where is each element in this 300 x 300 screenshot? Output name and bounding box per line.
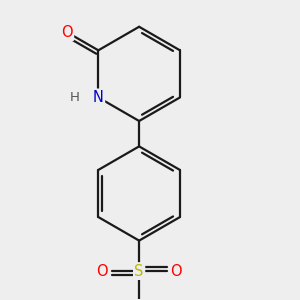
- Text: N: N: [93, 90, 104, 105]
- Text: H: H: [70, 91, 80, 104]
- Text: S: S: [134, 264, 144, 279]
- Text: O: O: [170, 264, 182, 279]
- Text: O: O: [61, 25, 73, 40]
- Text: O: O: [96, 264, 108, 279]
